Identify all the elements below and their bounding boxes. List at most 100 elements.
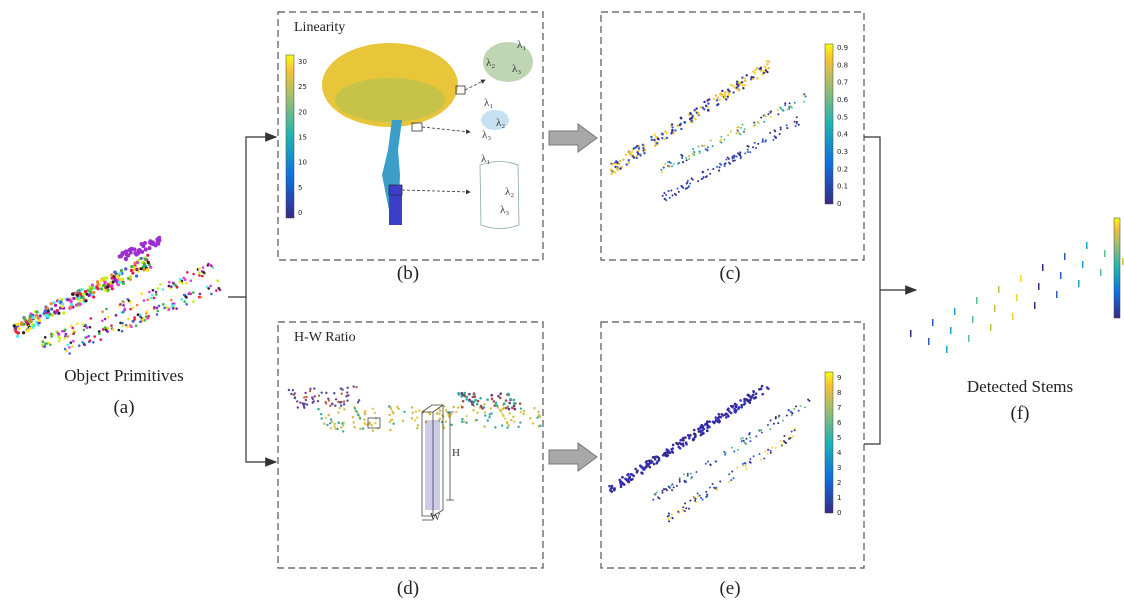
point bbox=[735, 80, 739, 84]
point bbox=[98, 332, 101, 335]
point bbox=[189, 279, 193, 282]
point bbox=[664, 454, 667, 457]
stem bbox=[1016, 294, 1018, 301]
point bbox=[727, 157, 730, 160]
point bbox=[788, 108, 791, 111]
point bbox=[706, 168, 709, 171]
point bbox=[665, 449, 669, 452]
point bbox=[180, 281, 184, 285]
point bbox=[353, 407, 357, 410]
point bbox=[624, 153, 628, 157]
point bbox=[479, 396, 482, 400]
point bbox=[347, 394, 350, 397]
point bbox=[672, 486, 675, 489]
point bbox=[46, 315, 50, 319]
point bbox=[339, 404, 343, 407]
point bbox=[779, 128, 782, 131]
point bbox=[787, 409, 790, 412]
point bbox=[718, 419, 721, 423]
point bbox=[653, 493, 656, 496]
point bbox=[167, 284, 171, 288]
point bbox=[506, 426, 509, 429]
point bbox=[739, 151, 742, 154]
point bbox=[152, 296, 156, 300]
point bbox=[715, 486, 718, 489]
point bbox=[658, 497, 661, 500]
point bbox=[14, 329, 18, 334]
point bbox=[78, 302, 82, 306]
colorbar-tick-label: 30 bbox=[298, 58, 307, 66]
point bbox=[490, 393, 493, 397]
point bbox=[681, 157, 684, 160]
point bbox=[121, 321, 124, 325]
point bbox=[803, 406, 806, 409]
point bbox=[749, 436, 752, 439]
point bbox=[303, 396, 306, 399]
point bbox=[680, 127, 683, 131]
point bbox=[308, 389, 312, 393]
point bbox=[739, 154, 742, 157]
point bbox=[327, 399, 331, 402]
point bbox=[303, 402, 306, 406]
point bbox=[167, 308, 170, 312]
point bbox=[155, 293, 158, 296]
panel-label: (c) bbox=[719, 263, 740, 284]
point bbox=[17, 326, 21, 331]
point bbox=[727, 161, 730, 164]
point bbox=[795, 122, 798, 125]
point bbox=[495, 404, 499, 407]
colorbar-tick-label: 0.8 bbox=[837, 61, 848, 69]
point bbox=[693, 154, 696, 157]
colorbar-tick-label: 4 bbox=[837, 449, 842, 457]
stem bbox=[950, 327, 952, 334]
point bbox=[686, 187, 689, 190]
point bbox=[210, 292, 213, 296]
point bbox=[637, 152, 640, 156]
point bbox=[506, 422, 509, 425]
point bbox=[346, 399, 349, 402]
point bbox=[517, 425, 520, 429]
point bbox=[472, 392, 476, 395]
point bbox=[156, 309, 160, 313]
point bbox=[704, 104, 708, 108]
point bbox=[688, 117, 692, 121]
point bbox=[303, 406, 306, 409]
point bbox=[714, 460, 717, 463]
point bbox=[736, 88, 740, 91]
point bbox=[135, 274, 139, 278]
point bbox=[668, 486, 671, 489]
point bbox=[36, 316, 40, 320]
point bbox=[340, 392, 343, 395]
dimension-label: W bbox=[430, 511, 441, 523]
point bbox=[725, 158, 728, 161]
point bbox=[131, 320, 135, 323]
point bbox=[326, 423, 329, 427]
point bbox=[608, 484, 611, 488]
point bbox=[670, 516, 673, 519]
point bbox=[121, 310, 125, 314]
point bbox=[685, 159, 688, 162]
point bbox=[679, 122, 683, 126]
point bbox=[472, 400, 476, 404]
point bbox=[735, 155, 738, 158]
point bbox=[696, 492, 699, 495]
point bbox=[351, 416, 355, 419]
point bbox=[172, 304, 175, 307]
point bbox=[97, 330, 101, 333]
point bbox=[721, 89, 724, 93]
point bbox=[57, 311, 61, 315]
point bbox=[641, 472, 644, 475]
point bbox=[185, 302, 189, 306]
point bbox=[71, 292, 75, 296]
point bbox=[660, 132, 664, 135]
point bbox=[657, 137, 660, 141]
point bbox=[106, 315, 110, 319]
point bbox=[333, 425, 336, 428]
panel-title: Linearity bbox=[294, 20, 345, 35]
point bbox=[498, 396, 502, 400]
point bbox=[463, 394, 467, 398]
point bbox=[777, 422, 780, 425]
tree-sketch bbox=[322, 42, 533, 229]
point bbox=[88, 285, 92, 289]
point bbox=[328, 422, 332, 425]
